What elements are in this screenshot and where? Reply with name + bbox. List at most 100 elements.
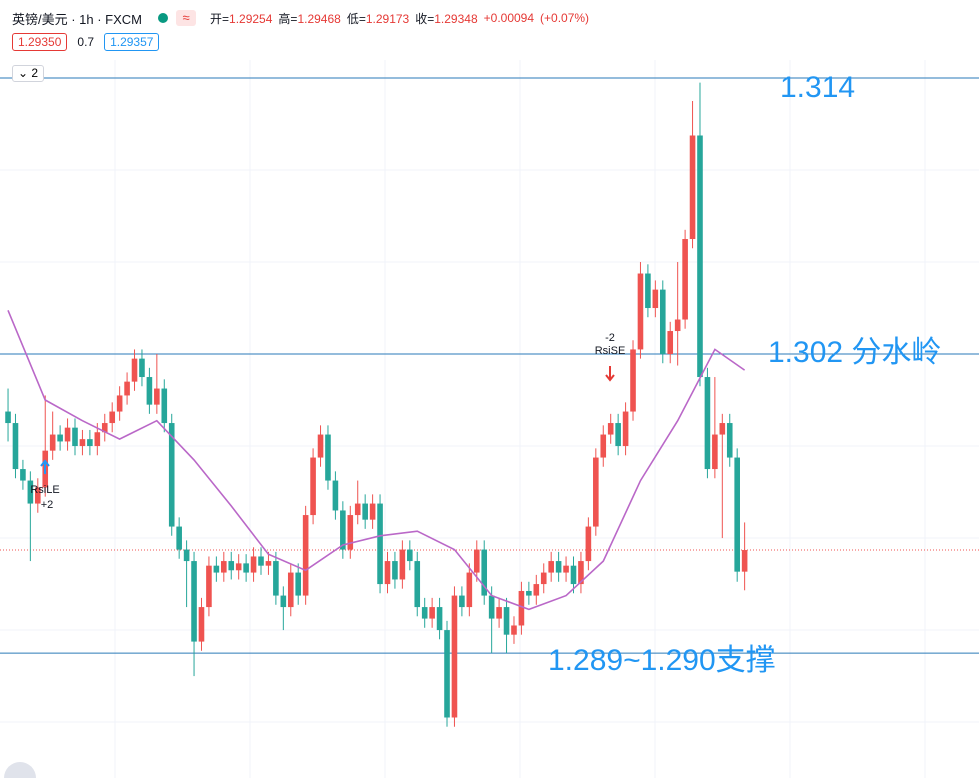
readout-value: 1.29468 [297, 11, 341, 26]
layers-toggle[interactable]: ⌄ 2 [12, 65, 45, 82]
readout-key: 开= [210, 11, 230, 26]
candle-body [451, 595, 458, 718]
candle-body [526, 590, 532, 596]
candle-body [473, 549, 480, 573]
candle-body [533, 584, 540, 596]
candle-body [399, 549, 406, 580]
grid [0, 60, 979, 778]
level-label: 1.289~1.290支撑 [548, 644, 776, 677]
candle-body [652, 289, 659, 309]
candle-body [332, 480, 339, 511]
candle-body [585, 526, 592, 562]
candle-body [712, 434, 718, 470]
candle-body [704, 377, 711, 470]
candle-body [27, 480, 34, 504]
candle-body [161, 388, 168, 424]
readout-key: 收= [415, 11, 435, 26]
candle-body [235, 563, 242, 571]
candle-body [429, 607, 435, 619]
candle-body [49, 434, 56, 451]
candle-body [600, 434, 607, 458]
candle-body [317, 434, 324, 458]
candle-body [362, 503, 368, 520]
candle-body [667, 331, 674, 355]
candle-body [540, 572, 547, 585]
candle-body [645, 273, 651, 309]
readout-value: 1.29173 [365, 11, 410, 26]
candle-body [287, 572, 294, 608]
annotation: +2 [41, 499, 54, 511]
candle-body [548, 561, 554, 573]
candle-body [511, 625, 517, 635]
readout-value: 1.29254 [229, 11, 273, 26]
candle-body [436, 607, 443, 631]
candle-body [689, 135, 696, 240]
header-row: 英镑/美元 · 1h · FXCM ≈ 开=1.29254 高=1.29468 低=… [12, 8, 595, 28]
candle-body [622, 411, 629, 447]
compare-button[interactable]: ≈ [176, 10, 197, 26]
candle-body [325, 434, 331, 481]
candle-body [503, 607, 510, 635]
candle-body [94, 432, 101, 447]
candle-body [674, 319, 681, 332]
spread: 0.7 [77, 35, 95, 49]
long-arrow [40, 459, 50, 474]
candle-body [168, 423, 175, 527]
candle-body [444, 630, 450, 718]
candle-body [228, 561, 235, 571]
candle-body [87, 439, 93, 447]
candle-body [741, 550, 748, 572]
candle-body [64, 427, 71, 442]
candle-body [377, 503, 383, 585]
symbol: 英镑/美元 · 1h · FXCM [12, 11, 143, 27]
status-dot [158, 13, 169, 23]
candle-body [481, 549, 488, 596]
candle-body [421, 607, 428, 619]
candle-body [340, 510, 346, 550]
candle-body [12, 423, 19, 470]
candle-body [518, 590, 525, 626]
candle-body [407, 549, 413, 562]
candle-body [191, 561, 197, 642]
candle-body [302, 515, 309, 596]
candle-body [5, 411, 11, 424]
ohlc-readout: 开=1.29254 高=1.29468 低=1.29173 收=1.29348 [210, 10, 484, 27]
candle-body [310, 457, 316, 516]
sell-button[interactable]: 1.29350 [12, 33, 68, 51]
candle-body [637, 273, 644, 350]
logo [4, 762, 36, 778]
candle-body [295, 572, 302, 596]
candle-body [72, 427, 78, 447]
readout-value: 1.29348 [434, 11, 478, 26]
candle-body [384, 561, 391, 585]
candle-body [570, 565, 577, 585]
candle-body [265, 561, 272, 566]
change: +0.00094 [483, 11, 535, 25]
candle-body [734, 457, 740, 572]
header: 英镑/美元 · 1h · FXCM ≈ 开=1.29254 高=1.29468 低=… [12, 8, 595, 52]
candle-body [20, 469, 26, 481]
candle-body [131, 358, 138, 382]
candle-body [250, 556, 257, 573]
candle-body [719, 423, 726, 435]
candle-body [243, 563, 249, 573]
candle-body [392, 561, 398, 580]
candle-body [555, 561, 562, 573]
candle-body [630, 349, 636, 412]
annotation: RsiSE [595, 345, 626, 357]
moving-average [7, 309, 746, 611]
candle-body [682, 239, 688, 320]
candle-body [459, 595, 465, 608]
candle-body [101, 423, 108, 433]
buy-button[interactable]: 1.29357 [104, 33, 160, 51]
candle-body [354, 503, 361, 516]
candle-body [79, 439, 86, 447]
candle-body [221, 561, 227, 573]
candle-body [578, 561, 584, 585]
candle-body [726, 423, 733, 458]
candle-body [659, 289, 666, 355]
candle-body [615, 423, 621, 447]
candle-body [280, 595, 287, 608]
candle-body [496, 607, 502, 619]
